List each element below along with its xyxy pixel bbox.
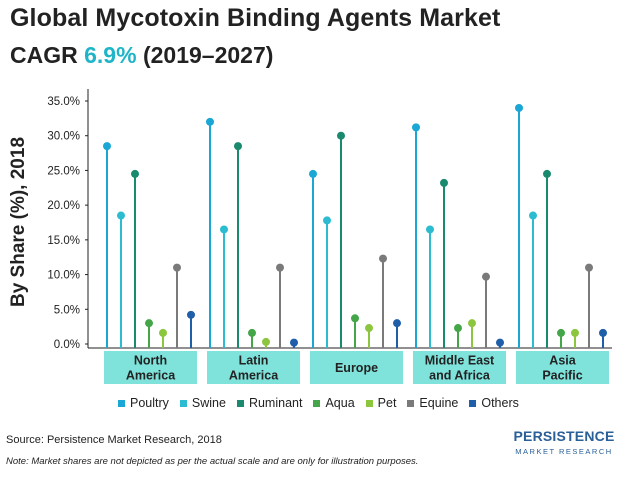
lollipop-point bbox=[234, 142, 242, 151]
lollipop-point bbox=[206, 117, 214, 126]
category-label: Asia bbox=[549, 354, 576, 368]
lollipop-point bbox=[159, 328, 167, 337]
y-axis-title: By Share (%), 2018 bbox=[8, 137, 29, 307]
legend-swatch bbox=[179, 399, 187, 407]
legend-swatch bbox=[118, 399, 125, 407]
category-box bbox=[104, 351, 197, 384]
lollipop-point bbox=[145, 319, 153, 328]
legend-swatch bbox=[236, 399, 244, 407]
cagr-subtitle: CAGR 6.9% (2019–2027) bbox=[10, 42, 273, 69]
category-label: North bbox=[134, 354, 167, 368]
legend-label: Others bbox=[481, 396, 519, 410]
category-box bbox=[413, 351, 506, 384]
legend-label: Ruminant bbox=[248, 396, 303, 410]
lollipop-point bbox=[173, 263, 181, 272]
lollipop-point bbox=[323, 216, 331, 225]
lollipop-point bbox=[426, 225, 434, 234]
category-label: Middle East bbox=[425, 354, 495, 368]
y-tick-label: 30.0% bbox=[47, 131, 80, 143]
lollipop-point bbox=[482, 272, 490, 281]
legend-swatch bbox=[365, 399, 373, 407]
y-tick-label: 20.0% bbox=[47, 200, 80, 212]
lollipop-point bbox=[103, 142, 111, 151]
category-label: Europe bbox=[335, 361, 378, 375]
chart-title: Global Mycotoxin Binding Agents Market bbox=[10, 4, 501, 32]
legend-label: Aqua bbox=[325, 396, 355, 410]
lollipop-point bbox=[515, 103, 523, 112]
lollipop-point bbox=[131, 169, 139, 178]
legend-label: Swine bbox=[191, 396, 226, 410]
lollipop-point bbox=[412, 123, 420, 132]
lollipop-point bbox=[496, 338, 504, 347]
lollipop-point bbox=[571, 328, 579, 337]
persistence-logo: PERSISTENCE MARKET RESEARCH bbox=[512, 428, 616, 468]
category-box bbox=[310, 351, 403, 384]
legend-item: Others bbox=[469, 396, 519, 410]
lollipop-point bbox=[262, 337, 270, 346]
category-label: America bbox=[126, 369, 176, 383]
category-box bbox=[516, 351, 609, 384]
legend-item: Ruminant bbox=[236, 396, 303, 410]
y-tick-label: 10.0% bbox=[47, 270, 80, 282]
y-tick-label: 25.0% bbox=[47, 165, 80, 177]
legend-label: Poultry bbox=[130, 396, 169, 410]
source-text: Source: Persistence Market Research, 201… bbox=[6, 434, 222, 446]
legend-label: Pet bbox=[377, 396, 397, 410]
y-tick-label: 5.0% bbox=[54, 304, 80, 316]
lollipop-point bbox=[365, 324, 373, 333]
y-tick-label: 15.0% bbox=[47, 235, 80, 247]
lollipop-point bbox=[351, 314, 359, 323]
lollipop-point bbox=[468, 319, 476, 328]
legend-item: Poultry bbox=[118, 396, 169, 410]
logo-main-text: PERSISTENCE bbox=[513, 428, 615, 444]
category-label: Latin bbox=[239, 354, 269, 368]
lollipop-point bbox=[557, 328, 565, 337]
lollipop-point bbox=[276, 263, 284, 272]
lollipop-point bbox=[187, 310, 195, 319]
note-text: Note: Market shares are not depicted as … bbox=[6, 456, 419, 467]
legend-label: Equine bbox=[419, 396, 459, 410]
lollipop-point bbox=[599, 328, 607, 337]
lollipop-point bbox=[117, 211, 125, 220]
legend-swatch bbox=[313, 399, 321, 407]
lollipop-point bbox=[290, 338, 298, 347]
lollipop-point bbox=[337, 131, 345, 140]
y-tick-label: 35.0% bbox=[47, 96, 80, 108]
cagr-period: (2019–2027) bbox=[142, 42, 274, 68]
legend-swatch bbox=[469, 399, 477, 407]
legend-swatch bbox=[407, 399, 415, 407]
category-label: America bbox=[229, 369, 279, 383]
legend-item: Swine bbox=[179, 396, 226, 410]
legend-item: Pet bbox=[365, 396, 397, 410]
lollipop-point bbox=[543, 169, 551, 178]
chart-legend: Poultry Swine Ruminant Aqua Pet Equine Others bbox=[118, 396, 530, 410]
cagr-label: CAGR bbox=[10, 42, 78, 68]
category-label: and Africa bbox=[429, 369, 491, 383]
logo-sub-text: MARKET RESEARCH bbox=[515, 447, 613, 456]
category-label: Pacific bbox=[542, 369, 582, 383]
legend-item: Aqua bbox=[313, 396, 355, 410]
lollipop-point bbox=[309, 169, 317, 178]
lollipop-point bbox=[220, 225, 228, 234]
lollipop-point bbox=[379, 254, 387, 263]
category-box bbox=[207, 351, 300, 384]
lollipop-point bbox=[454, 324, 462, 333]
y-tick-label: 0.0% bbox=[54, 339, 80, 351]
lollipop-point bbox=[440, 178, 448, 187]
lollipop-point bbox=[585, 263, 593, 272]
legend-item: Equine bbox=[407, 396, 458, 410]
cagr-value: 6.9% bbox=[84, 42, 137, 68]
lollipop-point bbox=[529, 211, 537, 220]
lollipop-point bbox=[248, 328, 256, 337]
lollipop-point bbox=[393, 319, 401, 328]
